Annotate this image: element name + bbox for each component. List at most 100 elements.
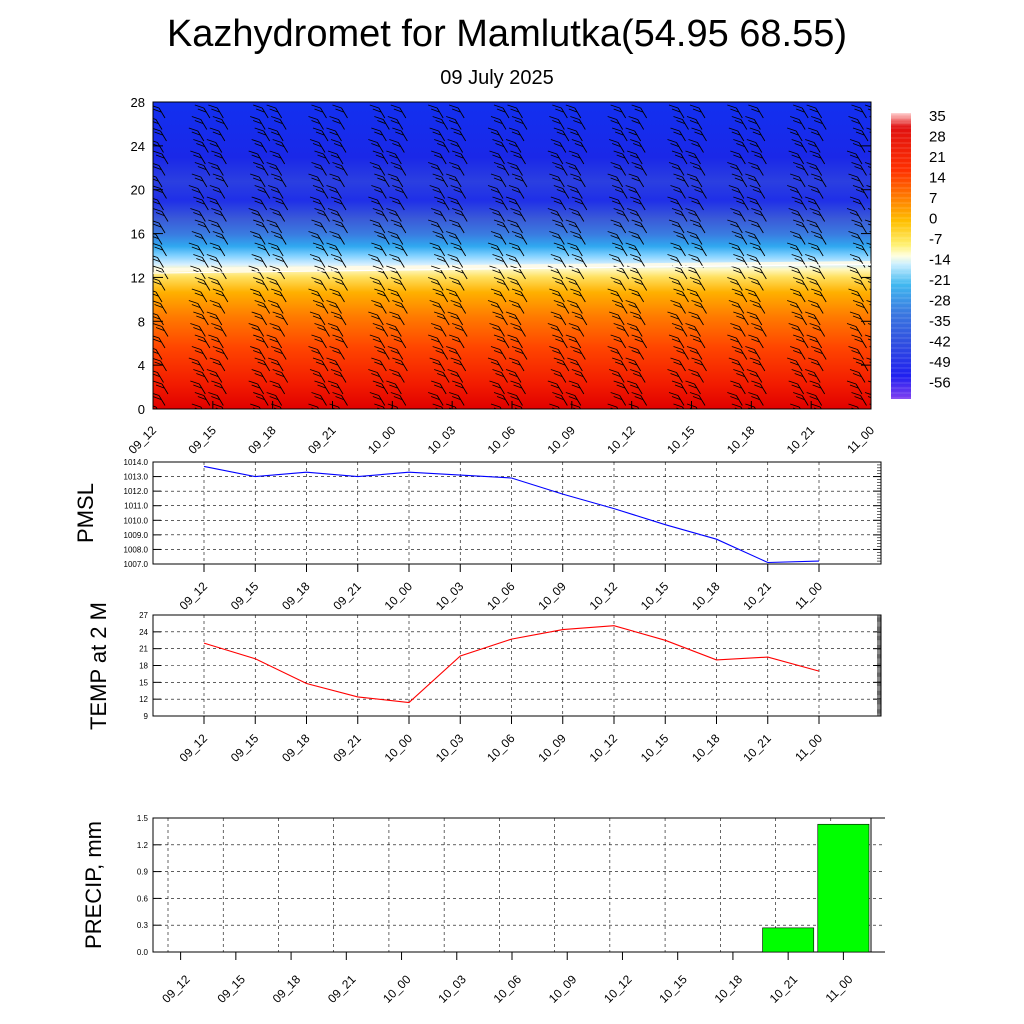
wind-barb xyxy=(867,265,871,271)
wind-barb xyxy=(689,162,706,176)
temp-x-tick: 10_12 xyxy=(587,731,621,765)
wind-barb xyxy=(490,116,507,130)
wind-barb xyxy=(571,369,588,383)
wind-barb xyxy=(691,127,707,142)
wind-barb xyxy=(748,162,764,176)
temp-x-tick: 09_15 xyxy=(228,731,262,765)
wind-barb xyxy=(392,242,408,257)
wind-barb xyxy=(505,254,522,268)
wind-barb xyxy=(864,392,871,399)
wind-barb xyxy=(811,288,827,303)
wind-barb xyxy=(332,277,348,291)
wind-barb xyxy=(507,392,523,406)
temp-axis-label: TEMP at 2 M xyxy=(86,602,111,730)
wind-barb xyxy=(793,104,809,119)
precip-axis-label: PRECIP, mm xyxy=(81,821,106,949)
wind-barb xyxy=(329,116,345,130)
wind-barb xyxy=(193,369,209,383)
wind-barb xyxy=(788,150,805,165)
precip-bar xyxy=(762,927,815,953)
wind-barb xyxy=(194,104,211,119)
wind-barb xyxy=(368,369,384,383)
colorbar-label: -35 xyxy=(929,313,951,330)
wind-barb xyxy=(808,127,824,142)
wind-barb xyxy=(852,357,869,372)
precip-bar xyxy=(817,823,870,953)
wind-barb xyxy=(730,208,746,222)
wind-barb xyxy=(864,277,871,284)
wind-barb xyxy=(434,139,450,153)
wind-barb xyxy=(793,277,809,291)
wind-barb xyxy=(209,185,226,199)
wind-barb xyxy=(311,392,327,406)
wind-barb xyxy=(805,369,821,383)
wind-barb xyxy=(194,219,211,234)
wind-barb xyxy=(870,254,871,255)
wind-barb xyxy=(450,242,467,257)
wind-barb xyxy=(452,265,468,280)
wind-barb xyxy=(508,185,525,199)
wind-barb xyxy=(429,357,446,372)
wind-barb xyxy=(671,150,688,165)
wind-barb xyxy=(849,254,866,268)
wind-barb xyxy=(153,348,163,360)
wind-barb xyxy=(609,254,625,268)
wind-barb xyxy=(806,162,823,176)
wind-barb xyxy=(431,323,447,337)
wind-barb xyxy=(745,346,761,360)
temp-y-tick: 15 xyxy=(139,678,148,687)
wind-barb xyxy=(374,231,390,245)
wind-barb xyxy=(266,219,283,234)
wind-barb xyxy=(250,346,266,360)
wind-barb xyxy=(568,150,585,165)
wind-barb xyxy=(667,369,683,383)
wind-barb xyxy=(671,323,688,337)
precip-y-tick: 0.6 xyxy=(137,894,149,903)
wind-barb xyxy=(386,208,402,222)
wind-barb xyxy=(271,288,287,303)
wind-barb xyxy=(686,231,703,245)
wind-barb xyxy=(731,346,748,360)
precip-bars xyxy=(762,823,870,953)
wind-barb xyxy=(667,311,683,326)
wind-barb xyxy=(748,392,764,406)
precip-x-tick: 10_09 xyxy=(546,972,580,1006)
wind-barb xyxy=(730,323,746,337)
wind-barb xyxy=(607,346,624,360)
wind-barb xyxy=(132,209,147,222)
precip-x-tick: 10_15 xyxy=(656,972,690,1006)
wind-barb xyxy=(625,127,642,142)
wind-barb xyxy=(372,380,389,395)
temp-y-axis: 9 12 15 18 21 24 27 xyxy=(139,611,881,721)
wind-barb xyxy=(505,311,522,326)
page-title: Kazhydromet for Mamlutka(54.95 68.55) xyxy=(167,13,847,55)
wind-barb xyxy=(627,323,643,337)
wind-barb xyxy=(492,369,508,383)
wind-barb xyxy=(369,334,386,349)
wind-barb xyxy=(733,139,749,153)
wind-barb xyxy=(387,346,404,360)
wind-barb xyxy=(673,173,689,188)
wind-barb xyxy=(212,173,229,188)
wind-barb xyxy=(727,334,743,349)
wind-barb xyxy=(311,104,327,119)
wind-barb xyxy=(490,231,507,245)
wind-barb xyxy=(745,116,761,130)
wind-barb xyxy=(746,139,763,153)
wind-barb xyxy=(668,334,685,349)
wind-barb xyxy=(487,242,504,257)
wind-barb xyxy=(332,162,348,176)
wind-barb xyxy=(628,231,645,245)
wind-barb xyxy=(153,105,166,119)
wind-barb xyxy=(668,219,685,234)
wind-barb xyxy=(272,254,289,268)
wind-barb xyxy=(852,127,869,142)
temp-x-tick: 09_12 xyxy=(177,731,211,765)
wind-barb xyxy=(631,162,648,176)
wind-barb xyxy=(671,380,688,395)
wind-barb xyxy=(505,139,522,153)
wind-barb xyxy=(805,254,821,268)
wind-barb xyxy=(492,196,508,211)
wind-barb xyxy=(851,277,867,291)
